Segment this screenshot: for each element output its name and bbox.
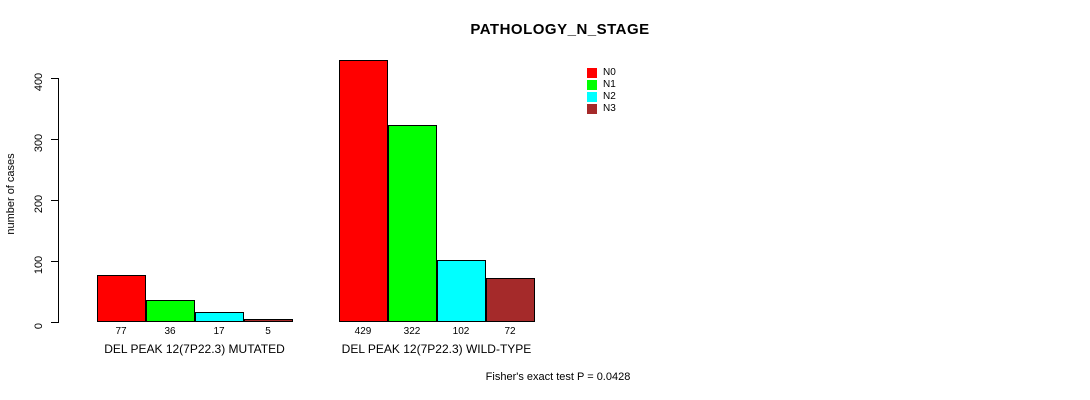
group-label-mutated: DEL PEAK 12(7P22.3) MUTATED — [104, 342, 285, 356]
bar-n2-wild-type — [436, 259, 486, 322]
y-axis-title: number of cases — [5, 153, 17, 235]
legend-swatch-n3 — [587, 104, 597, 114]
group-label-wild-type: DEL PEAK 12(7P22.3) WILD-TYPE — [341, 342, 532, 356]
y-axis-tick-label: 200 — [33, 194, 45, 214]
y-axis-line — [58, 77, 59, 323]
legend-label-n1: N1 — [603, 79, 616, 90]
bar-n0-wild-type — [338, 60, 388, 322]
y-axis-tick — [51, 260, 58, 262]
y-axis-tick-label: 100 — [33, 255, 45, 275]
y-axis-tick — [51, 77, 58, 79]
bar-value-label: 17 — [213, 326, 225, 337]
y-axis-tick — [51, 199, 58, 201]
bar-value-label: 102 — [452, 326, 470, 337]
y-axis-tick — [51, 138, 58, 140]
bar-value-label: 36 — [164, 326, 176, 337]
legend-label-n2: N2 — [603, 91, 616, 102]
bar-n1-mutated — [145, 300, 195, 322]
bar-value-label: 5 — [265, 326, 271, 337]
bar-n3-wild-type — [485, 278, 535, 322]
legend-label-n0: N0 — [603, 67, 616, 78]
pvalue-annotation: Fisher's exact test P = 0.0428 — [485, 371, 631, 383]
legend-swatch-n1 — [587, 80, 597, 90]
y-axis-tick-label: 300 — [33, 133, 45, 152]
bar-value-label: 429 — [354, 326, 372, 337]
y-axis-tick — [51, 322, 58, 323]
legend-swatch-n0 — [587, 68, 597, 78]
bar-value-label: 322 — [403, 326, 421, 337]
bar-n0-mutated — [96, 274, 146, 322]
chart-title: PATHOLOGY_N_STAGE — [470, 21, 650, 38]
bar-value-label: 72 — [504, 326, 516, 337]
bar-value-label: 77 — [115, 326, 127, 337]
y-axis-tick-label: 0 — [33, 322, 45, 330]
legend-label-n3: N3 — [603, 103, 616, 114]
bar-n3-mutated — [243, 318, 293, 322]
y-axis-tick-label: 400 — [33, 72, 45, 91]
legend-swatch-n2 — [587, 92, 597, 102]
bar-n2-mutated — [194, 311, 244, 322]
bar-n1-wild-type — [387, 125, 437, 322]
